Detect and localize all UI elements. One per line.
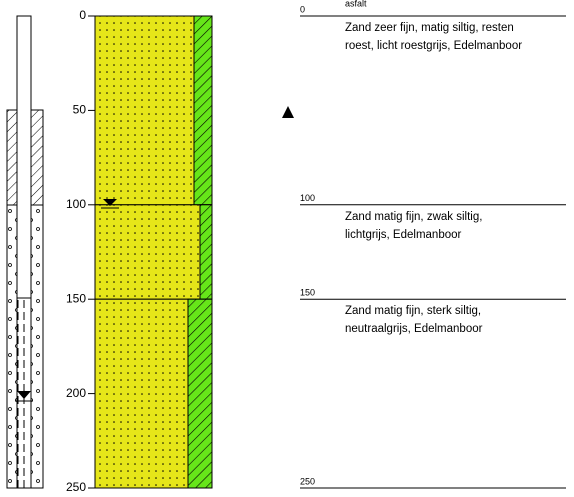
tick-label: 100	[66, 197, 86, 211]
tick-label: 150	[66, 291, 86, 305]
water-level-column	[103, 199, 117, 206]
tick-label: 50	[73, 103, 87, 117]
boundary-label: 250	[300, 476, 315, 486]
tick-label: 0	[79, 8, 86, 22]
boundary-label: 0	[300, 4, 305, 14]
silt-fraction	[199, 204, 213, 300]
surface-note: asfalt	[345, 0, 367, 8]
sand-layer	[94, 15, 213, 206]
layer-description: lichtgrijs, Edelmanboor	[345, 229, 462, 241]
water-level-well	[17, 391, 31, 399]
boundary-label: 100	[300, 193, 315, 203]
sand-layer	[94, 204, 213, 300]
silt-fraction	[187, 298, 213, 489]
well-tube	[16, 15, 32, 299]
marker-triangle	[282, 106, 294, 118]
silt-fraction	[193, 15, 213, 206]
layer-description: Zand matig fijn, sterk siltig,	[345, 305, 481, 317]
tick-label: 250	[66, 480, 86, 494]
layer-description: Zand zeer fijn, matig siltig, resten	[345, 22, 514, 34]
boundary-label: 150	[300, 288, 315, 298]
well	[6, 15, 44, 489]
layer-description: roest, licht roestgrijs, Edelmanboor	[345, 40, 522, 52]
layer-description: neutraalgrijs, Edelmanboor	[345, 323, 483, 335]
layer-description: Zand matig fijn, zwak siltig,	[345, 211, 482, 223]
soil-column	[94, 15, 213, 489]
tick-label: 200	[66, 386, 86, 400]
